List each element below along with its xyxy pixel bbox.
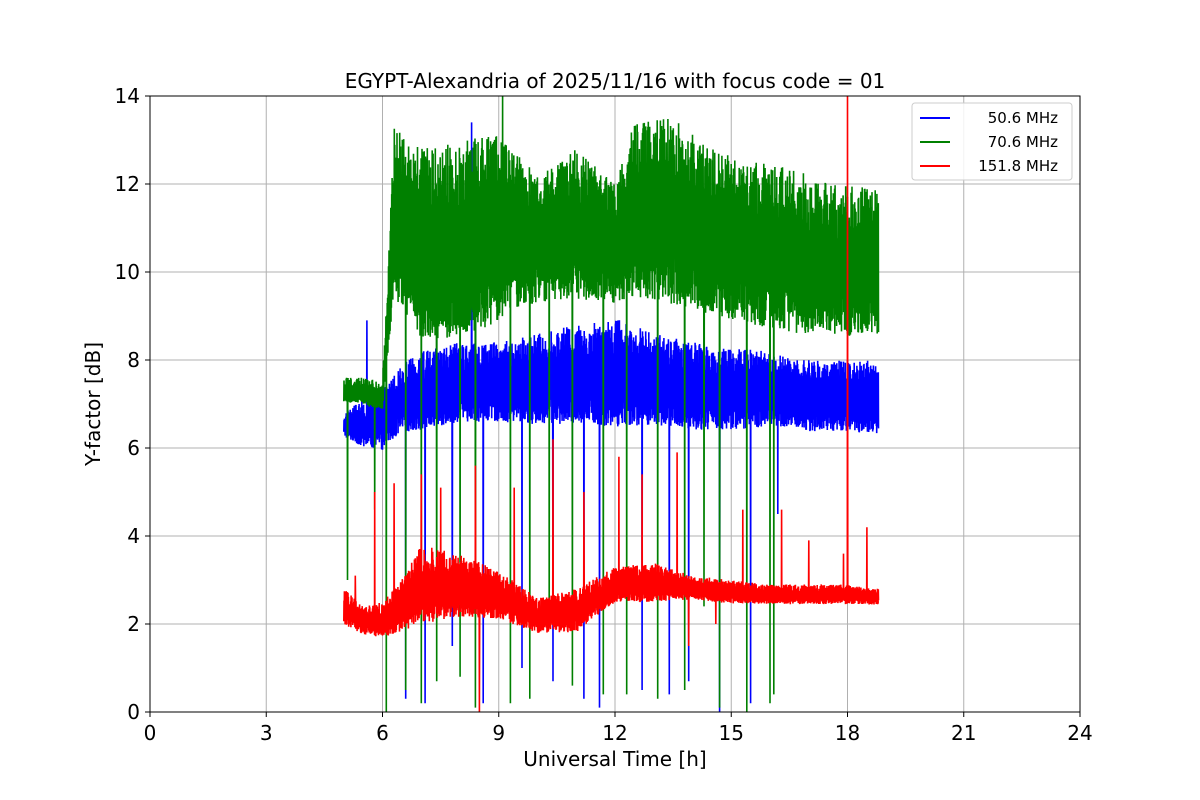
- x-tick-label: 0: [144, 721, 157, 745]
- x-tick-label: 12: [602, 721, 627, 745]
- plot-area: [343, 96, 880, 712]
- x-tick-label: 15: [719, 721, 744, 745]
- x-axis-label: Universal Time [h]: [523, 747, 706, 771]
- x-tick-label: 3: [260, 721, 273, 745]
- y-tick-label: 0: [127, 700, 140, 724]
- legend-label: 151.8 MHz: [978, 157, 1058, 175]
- series-line-1: [343, 96, 880, 712]
- x-tick-label: 21: [951, 721, 976, 745]
- legend-label: 70.6 MHz: [988, 133, 1058, 151]
- x-tick-label: 6: [376, 721, 389, 745]
- y-tick-label: 10: [115, 260, 140, 284]
- y-tick-label: 2: [127, 612, 140, 636]
- y-tick-label: 6: [127, 436, 140, 460]
- y-axis-label: Y-factor [dB]: [81, 342, 105, 467]
- legend-box: [911, 102, 1073, 181]
- x-tick-label: 9: [492, 721, 505, 745]
- y-tick-label: 8: [127, 348, 140, 372]
- legend: 50.6 MHz 70.6 MHz 151.8 MHz: [911, 102, 1073, 181]
- legend-label: 50.6 MHz: [988, 109, 1058, 127]
- series-line-2: [343, 96, 880, 712]
- x-axis: 0 3 6 9 12 15 18 21 24: [144, 712, 1093, 745]
- y-tick-label: 4: [127, 524, 140, 548]
- y-axis: 0 2 4 6 8 10 12 14: [115, 84, 150, 724]
- x-tick-label: 18: [835, 721, 860, 745]
- y-tick-label: 12: [115, 172, 140, 196]
- chart-title: EGYPT-Alexandria of 2025/11/16 with focu…: [345, 69, 886, 93]
- series-line-0: [343, 122, 880, 712]
- x-tick-label: 24: [1067, 721, 1092, 745]
- y-tick-label: 14: [115, 84, 140, 108]
